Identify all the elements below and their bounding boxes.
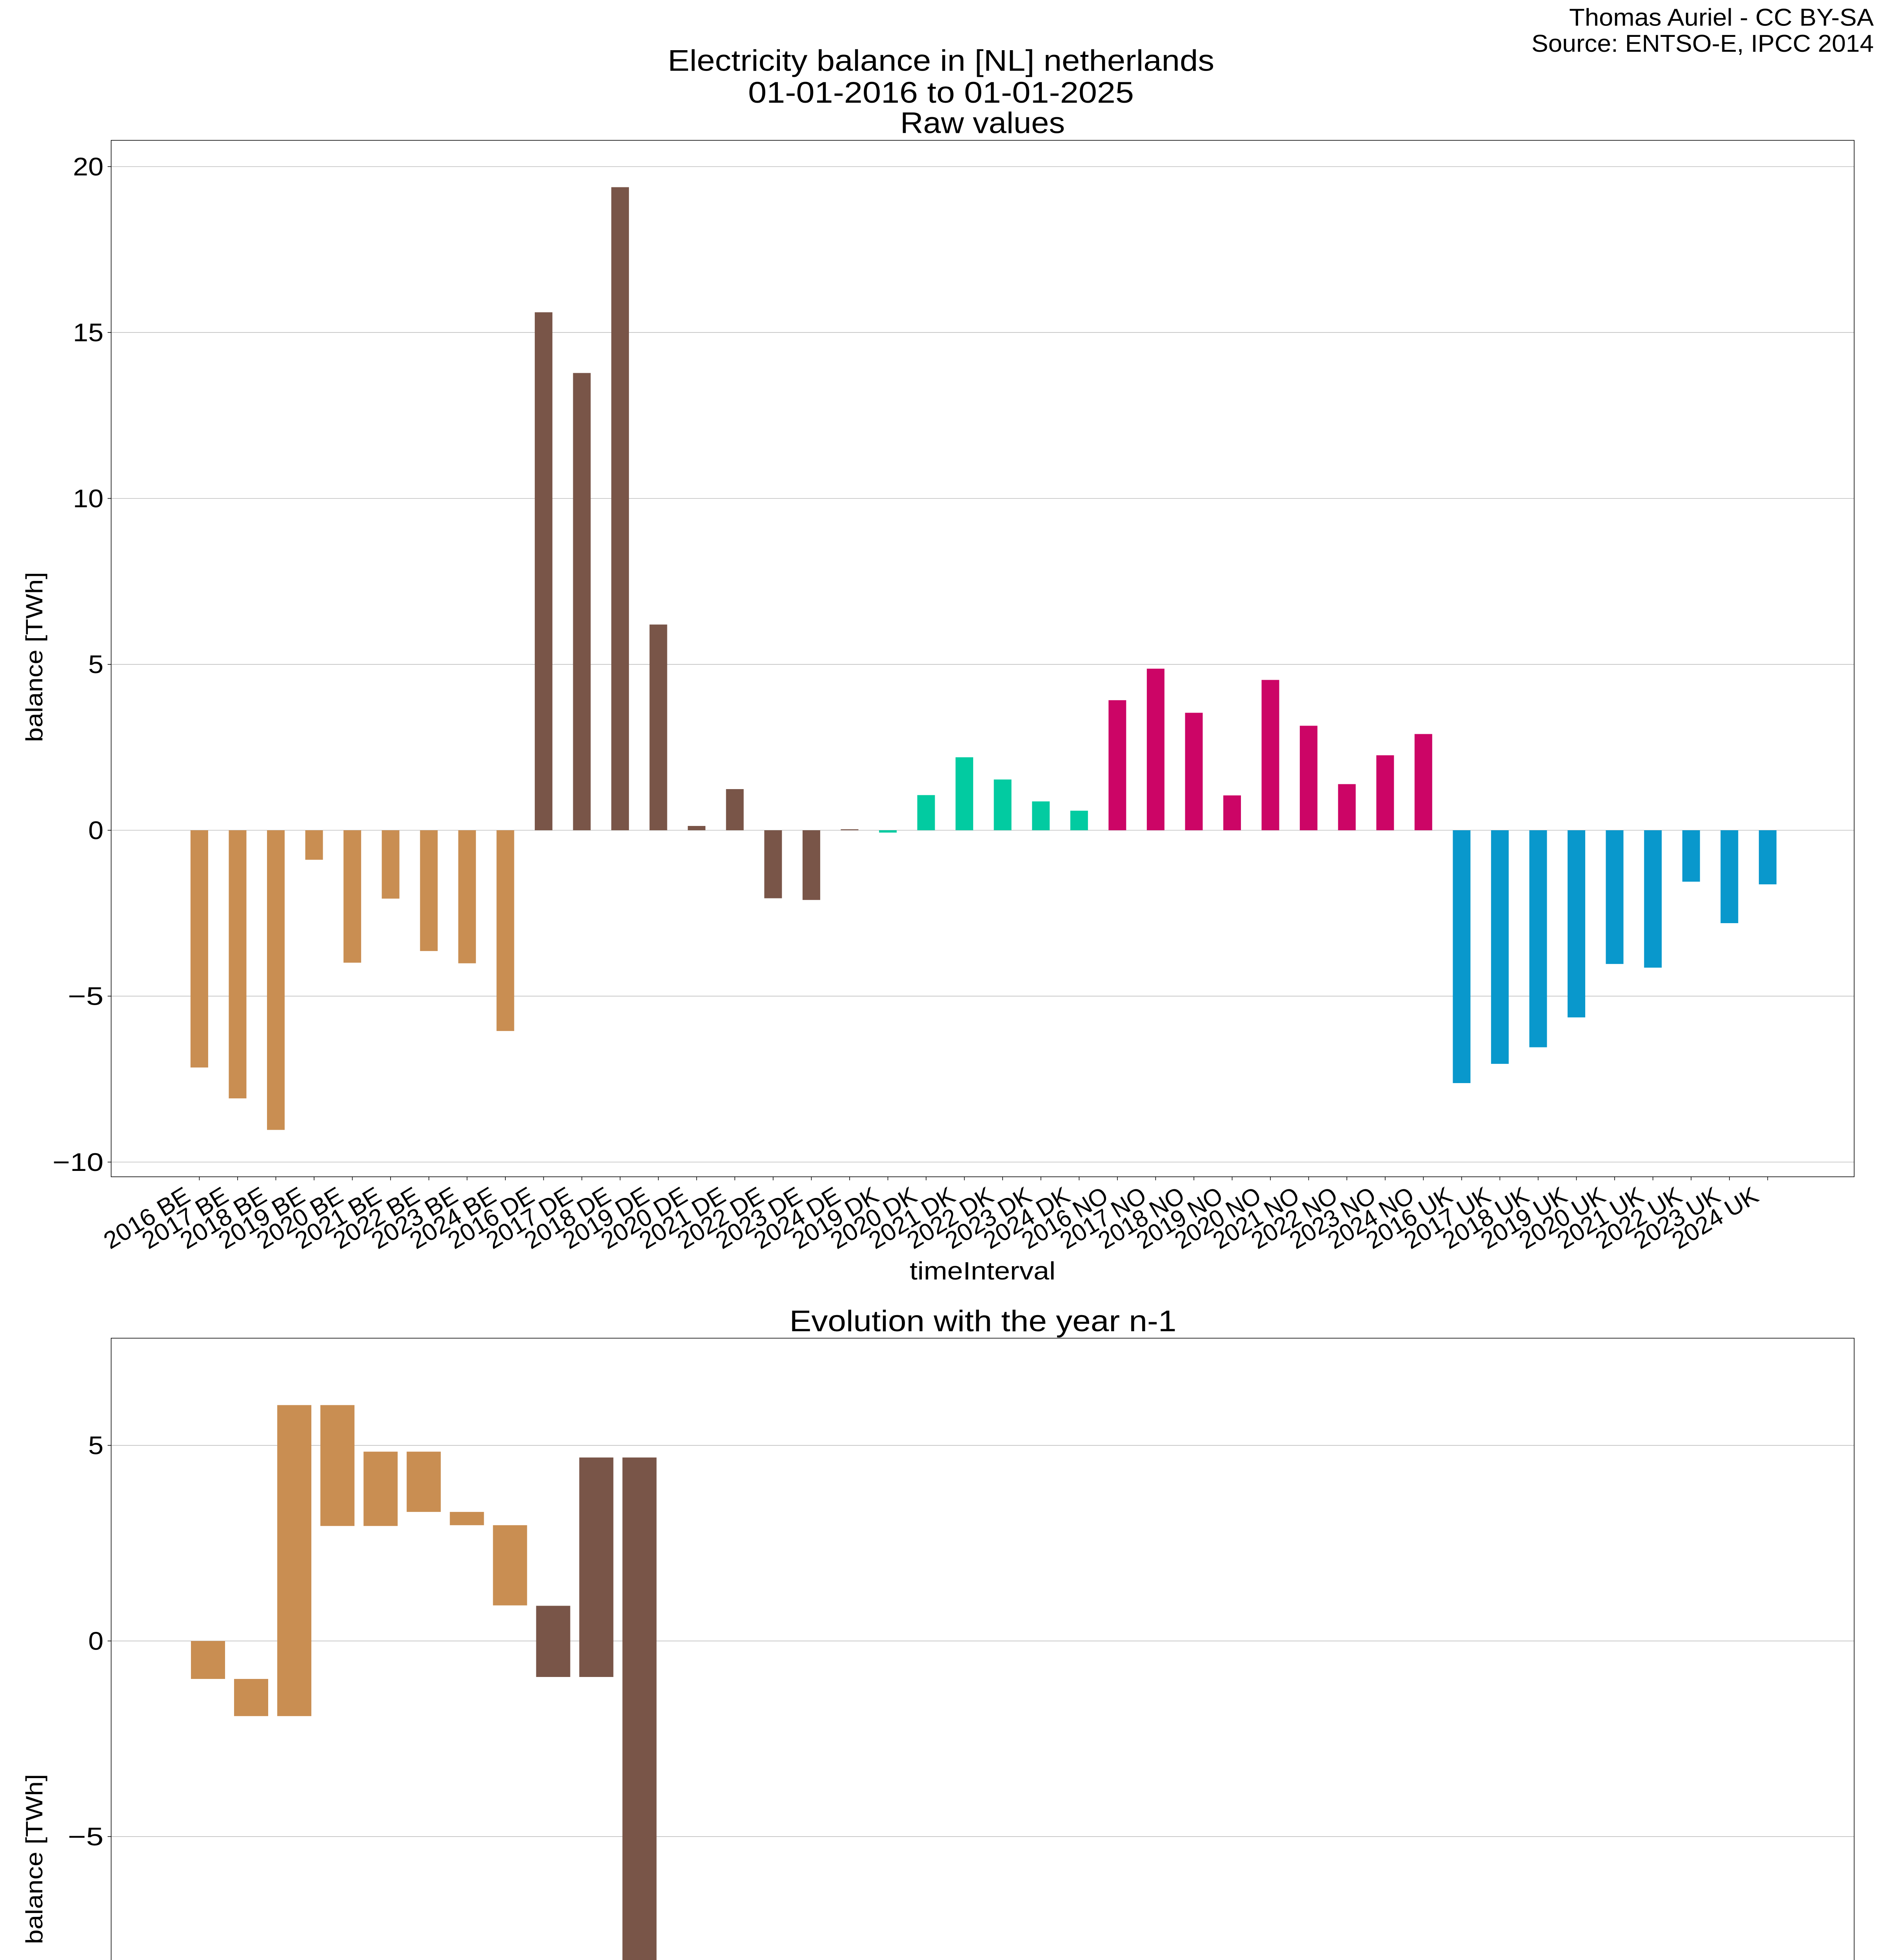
svg-text:balance [TWh]: balance [TWh]	[21, 1774, 47, 1944]
svg-text:−10: −10	[53, 1148, 104, 1176]
svg-text:Evolution with the year n-1: Evolution with the year n-1	[790, 1305, 1177, 1338]
svg-text:Source: ENTSO-E, IPCC 2014: Source: ENTSO-E, IPCC 2014	[1531, 30, 1874, 57]
svg-text:10: 10	[73, 484, 104, 513]
svg-text:0: 0	[88, 816, 104, 844]
svg-text:5: 5	[88, 1431, 104, 1460]
svg-text:−5: −5	[68, 1822, 104, 1851]
svg-text:Raw values: Raw values	[900, 106, 1065, 140]
svg-text:−5: −5	[68, 982, 104, 1011]
svg-text:Thomas Auriel - CC BY-SA: Thomas Auriel - CC BY-SA	[1569, 4, 1874, 31]
svg-text:0: 0	[88, 1627, 104, 1655]
svg-text:01-01-2016 to 01-01-2025: 01-01-2016 to 01-01-2025	[748, 76, 1134, 109]
svg-text:Electricity balance in [NL] ne: Electricity balance in [NL] netherlands	[668, 44, 1214, 77]
svg-text:timeInterval: timeInterval	[910, 1257, 1055, 1285]
svg-text:balance [TWh]: balance [TWh]	[21, 572, 47, 742]
svg-text:5: 5	[88, 650, 104, 679]
svg-text:15: 15	[73, 318, 104, 347]
svg-text:20: 20	[73, 152, 104, 181]
